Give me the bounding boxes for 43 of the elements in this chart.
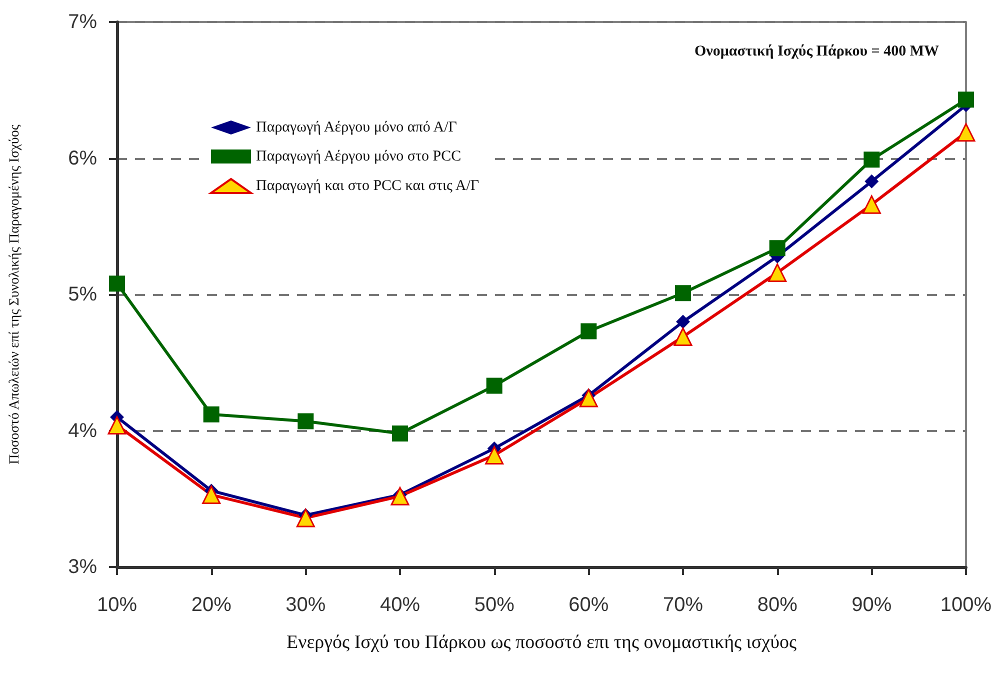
point: [579, 388, 598, 408]
point: [298, 413, 314, 430]
point: [956, 123, 976, 142]
point: [676, 314, 690, 329]
legend-label: Παραγωγή Αέργου μόνο από Α/Γ: [256, 120, 458, 136]
point: [864, 152, 880, 168]
point: [203, 406, 220, 422]
x-tick-label: 30%: [286, 594, 326, 616]
point: [109, 276, 125, 292]
x-tick-label: 50%: [474, 594, 515, 616]
point: [296, 508, 315, 528]
point: [392, 425, 408, 442]
y-axis-title: Ποσοστό Απωλειών επί της Συνολικής Παραγομένης Ισχύος: [8, 124, 22, 464]
x-tick-label: 10%: [96, 594, 138, 616]
point: [675, 285, 691, 302]
point: [958, 92, 974, 108]
legend-label: Παραγωγή Αέργου μόνο στο PCC: [256, 148, 462, 164]
y-tick-label: 6%: [68, 147, 98, 170]
x-tick-label: 80%: [757, 594, 798, 616]
y-tick-label: 5%: [68, 284, 98, 306]
point: [864, 174, 879, 188]
legend-label: Παραγωγή και στο PCC και στις Α/Γ: [256, 178, 480, 194]
annotation: Ονομαστική Ισχύς Πάρκου = 400 MW: [694, 44, 940, 60]
y-tick-label: 3%: [68, 556, 98, 578]
x-tick-label: 90%: [852, 594, 892, 616]
point: [485, 446, 504, 465]
x-tick-label: 20%: [191, 594, 232, 616]
x-tick-label: 60%: [568, 594, 609, 616]
y-tick-label: 4%: [68, 420, 98, 442]
point: [674, 327, 692, 346]
point: [390, 486, 410, 506]
x-tick-label: 100%: [940, 594, 992, 616]
x-axis-title: Ενεργός Ισχύ του Πάρκου ως ποσοστό επι της ονομαστικής ισχύος: [286, 632, 797, 653]
point: [486, 378, 502, 394]
point: [862, 195, 881, 214]
point: [202, 486, 221, 504]
point: [769, 240, 786, 256]
point: [768, 263, 787, 282]
x-tick-label: 70%: [662, 594, 704, 616]
point: [580, 323, 597, 340]
point: [108, 416, 126, 435]
x-tick-label: 40%: [380, 594, 420, 616]
y-tick-label: 7%: [68, 11, 98, 33]
